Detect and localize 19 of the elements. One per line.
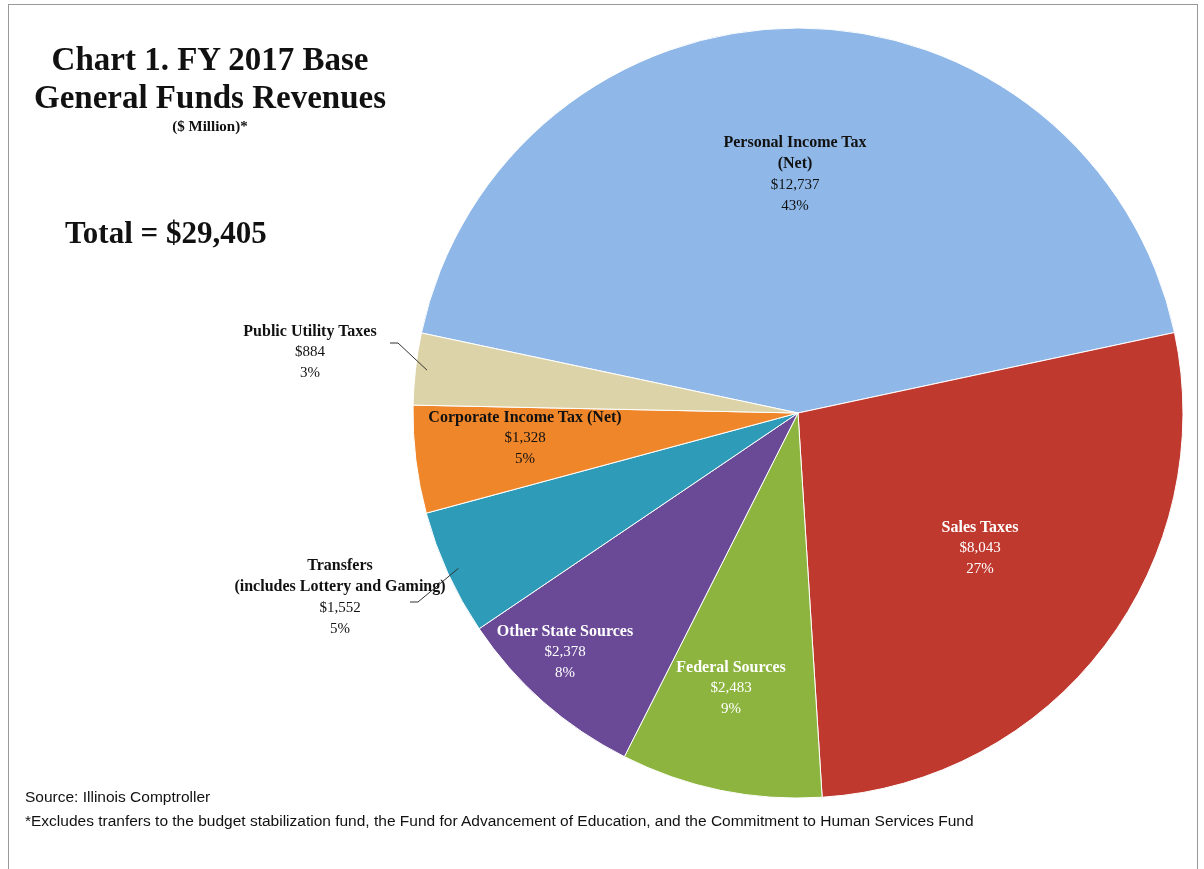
- data-label: $1,552 5%: [319, 598, 361, 636]
- text: ($ Million)*: [171, 117, 249, 136]
- slice-label: Public Utility Taxes: [243, 321, 377, 340]
- slice-label: Sales Taxes: [941, 517, 1019, 535]
- slice-label: Federal Sources: [676, 657, 786, 675]
- data-label: $884 3%: [295, 343, 326, 381]
- data-label: $12,737 43%: [770, 175, 820, 213]
- data-label: $8,043 27%: [959, 539, 1001, 577]
- slice-label: Personal Income Tax (Net): [723, 133, 867, 173]
- text: *Excludes tranfers to the budget stabilization fund, the Fund for Advancement of Education, and the Commitment to Human Services Fund: [25, 811, 975, 831]
- data-label: $2,483 9%: [710, 679, 752, 717]
- text: Chart 1. FY 2017 Base General Funds Revenues: [33, 41, 386, 115]
- data-label: $2,378 8%: [544, 643, 586, 681]
- source-note: Source: Illinois Comptroller: [25, 787, 212, 807]
- slice-label: Corporate Income Tax (Net): [428, 407, 622, 426]
- text: Total = $29,405: [65, 215, 267, 251]
- slice-label: Other State Sources: [496, 621, 634, 639]
- slice-label: Transfers (includes Lottery and Gaming): [234, 556, 446, 596]
- data-label: $1,328 5%: [504, 429, 546, 467]
